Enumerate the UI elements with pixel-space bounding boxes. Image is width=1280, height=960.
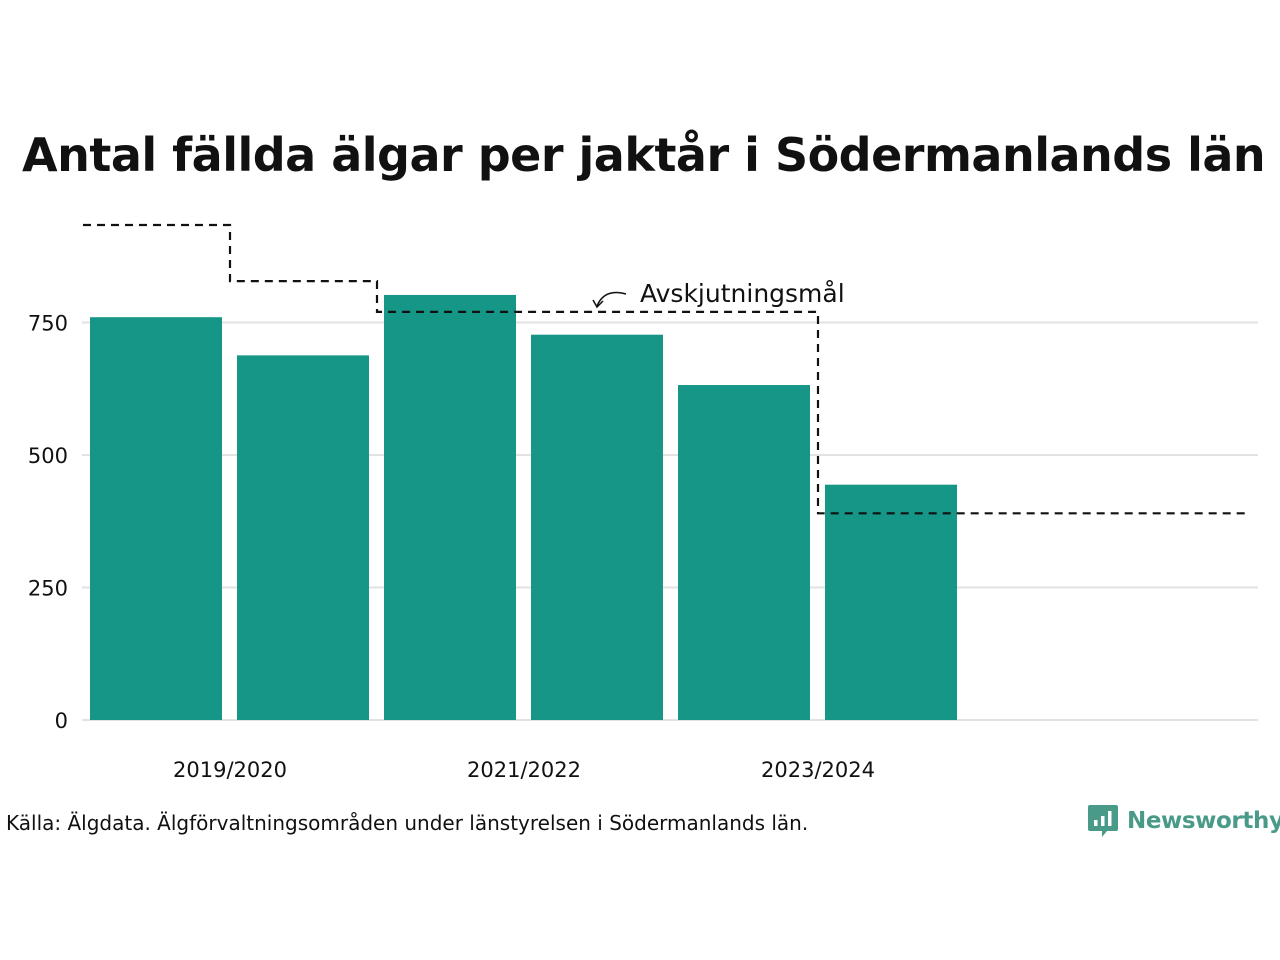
target-annotation: Avskjutningsmål — [592, 279, 845, 309]
y-tick-label: 0 — [55, 709, 68, 733]
bar-chart: 0 250 500 750 2019/2020 2021/2022 2023/2024 A… — [28, 223, 1258, 782]
target-step-line — [83, 223, 1250, 515]
x-tick-label: 2023/2024 — [761, 758, 875, 782]
logo-text: Newsworthy — [1127, 808, 1280, 834]
source-note: Källa: Älgdata. Älgförvaltningsområden u… — [6, 811, 809, 835]
newsworthy-logo: Newsworthy — [1087, 803, 1280, 839]
y-tick-label: 250 — [28, 577, 68, 601]
bar-2022/2023 — [678, 385, 810, 720]
x-tick-label: 2019/2020 — [173, 758, 287, 782]
target-line — [83, 223, 1250, 515]
bars — [90, 294, 957, 720]
y-tick-label: 500 — [28, 444, 68, 468]
y-axis-ticks: 0 250 500 750 — [28, 312, 68, 734]
bar-2023/2024 — [825, 484, 957, 720]
annotation-arrow — [596, 291, 627, 307]
x-tick-label: 2021/2022 — [467, 758, 581, 782]
annotation-arrowhead — [592, 299, 604, 309]
logo-icon — [1088, 805, 1118, 837]
y-tick-label: 750 — [28, 312, 68, 336]
bar-2021/2022 — [531, 334, 663, 720]
chart-title: Antal fällda älgar per jaktår i Söderman… — [22, 128, 1266, 182]
bar-2018/2019 — [90, 317, 222, 720]
target-label: Avskjutningsmål — [640, 279, 845, 308]
bar-2019/2020 — [237, 355, 369, 720]
bar-2020/2021 — [384, 294, 516, 720]
x-axis-ticks: 2019/2020 2021/2022 2023/2024 — [173, 758, 875, 782]
